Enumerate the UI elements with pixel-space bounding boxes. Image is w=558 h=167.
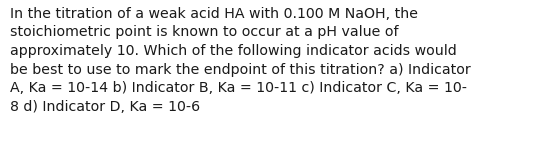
Text: In the titration of a weak acid HA with 0.100 M NaOH, the
stoichiometric point i: In the titration of a weak acid HA with …	[10, 7, 471, 114]
